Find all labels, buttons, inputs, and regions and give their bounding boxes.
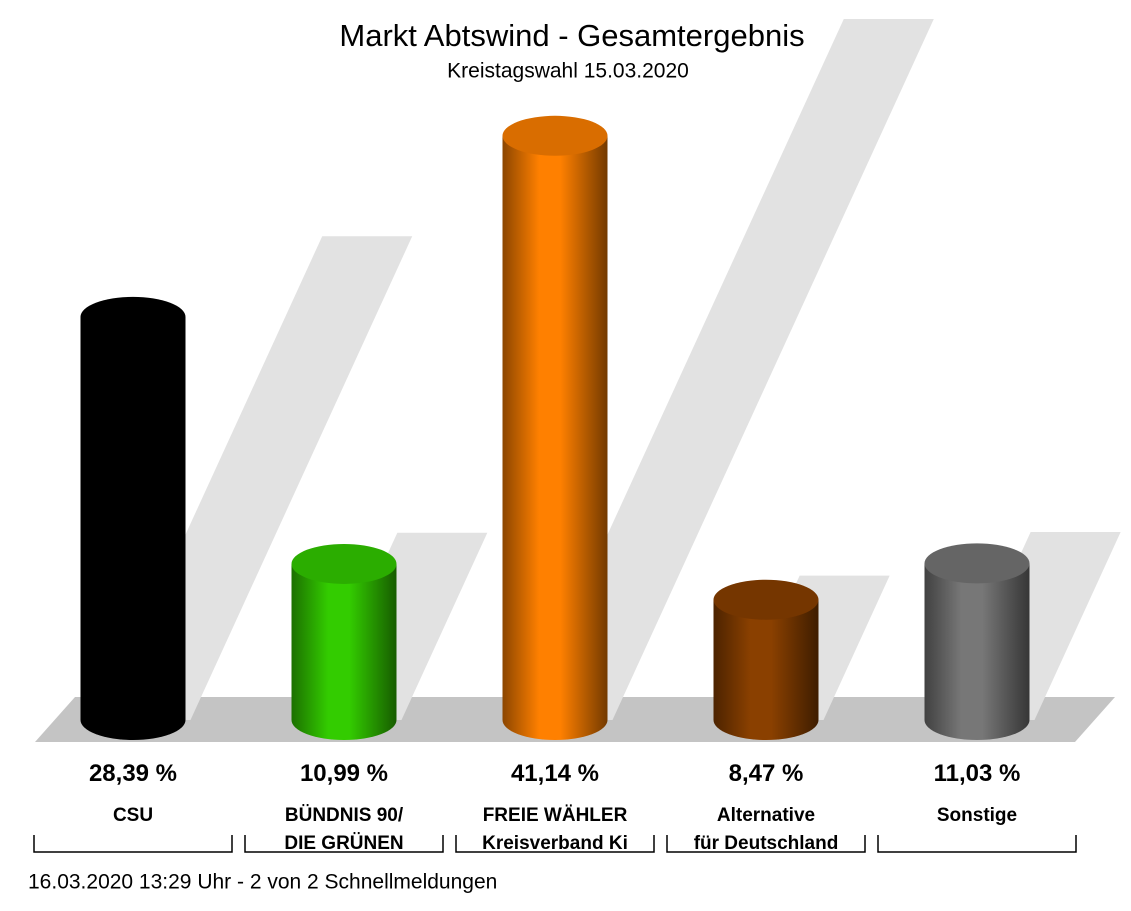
bar-top [291,543,397,584]
bar-shadow [522,18,934,720]
bar [80,296,186,740]
category-label: CSU [112,805,154,826]
footer: 16.03.2020 13:29 Uhr - 2 von 2 Schnellme… [28,871,497,894]
value-label: 8,47 % [728,760,804,787]
bar-top [924,543,1030,584]
category-bracket [455,835,655,853]
value-label: 10,99 % [299,760,389,787]
bar-body [713,599,819,720]
bar-body [924,563,1030,720]
bar [502,115,608,740]
category-label: FREIE WÄHLER Kreisverband Ki [482,805,628,854]
bar-body [80,316,186,720]
chart-subtitle: Kreistagswahl 15.03.2020 [447,60,689,83]
bar [291,543,397,740]
bar-body [502,135,608,720]
value-label: 11,03 % [933,760,1021,787]
category-label: Alternative für Deutschland [693,805,839,854]
category-bracket [666,835,866,853]
category-label: Sonstige [936,805,1018,826]
value-label: 28,39 % [88,760,178,787]
category-label: BÜNDNIS 90/ DIE GRÜNEN [284,805,404,854]
category-bracket [33,835,233,853]
bar-body [291,563,397,720]
bar-top [502,115,608,156]
bar [924,543,1030,740]
chart-title: Markt Abtswind - Gesamtergebnis [339,18,804,53]
bar-top [713,579,819,620]
category-bracket [877,835,1077,853]
value-label: 41,14 % [510,760,600,787]
category-bracket [244,835,444,853]
bar-top [80,296,186,337]
bar [713,579,819,740]
